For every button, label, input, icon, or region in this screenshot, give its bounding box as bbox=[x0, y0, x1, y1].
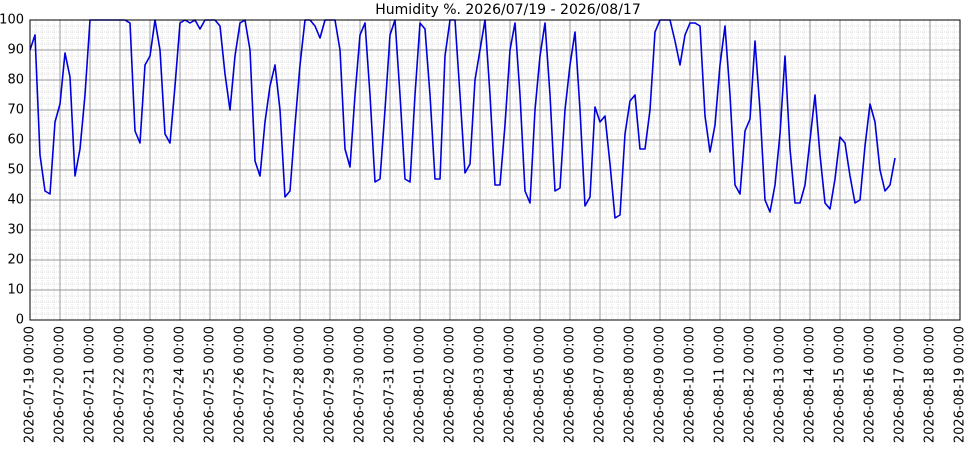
y-tick-label: 10 bbox=[7, 283, 24, 298]
y-tick-label: 40 bbox=[7, 193, 24, 208]
y-tick-label: 30 bbox=[7, 223, 24, 238]
x-tick-label: 2026-08-16 00:00 bbox=[863, 326, 878, 443]
chart-title: Humidity %. 2026/07/19 - 2026/08/17 bbox=[375, 2, 640, 18]
y-tick-label: 60 bbox=[7, 133, 24, 148]
y-tick-label: 50 bbox=[7, 163, 24, 178]
x-tick-label: 2026-08-09 00:00 bbox=[653, 326, 668, 443]
x-tick-label: 2026-08-05 00:00 bbox=[533, 326, 548, 443]
x-tick-label: 2026-07-26 00:00 bbox=[233, 326, 248, 443]
x-tick-label: 2026-08-02 00:00 bbox=[443, 326, 458, 443]
x-tick-label: 2026-07-19 00:00 bbox=[23, 326, 38, 443]
y-tick-label: 80 bbox=[7, 73, 24, 88]
x-tick-label: 2026-07-20 00:00 bbox=[53, 326, 68, 443]
plot-frame bbox=[29, 19, 961, 321]
x-tick-label: 2026-08-08 00:00 bbox=[623, 326, 638, 443]
x-tick-label: 2026-07-22 00:00 bbox=[113, 326, 128, 443]
x-tick-label: 2026-08-07 00:00 bbox=[593, 326, 608, 443]
plot bbox=[29, 19, 896, 219]
x-tick-label: 2026-07-21 00:00 bbox=[83, 326, 98, 443]
x-tick-label: 2026-08-14 00:00 bbox=[803, 326, 818, 443]
x-tick-label: 2026-08-13 00:00 bbox=[773, 326, 788, 443]
x-tick-label: 2026-08-19 00:00 bbox=[953, 326, 968, 443]
x-tick-label: 2026-07-29 00:00 bbox=[323, 326, 338, 443]
x-tick-label: 2026-08-06 00:00 bbox=[563, 326, 578, 443]
y-tick-label: 70 bbox=[7, 103, 24, 118]
y-tick-label: 100 bbox=[0, 13, 24, 28]
x-tick-label: 2026-07-31 00:00 bbox=[383, 326, 398, 443]
x-tick-label: 2026-08-12 00:00 bbox=[743, 326, 758, 443]
x-tick-label: 2026-08-18 00:00 bbox=[923, 326, 938, 443]
x-tick-label: 2026-08-03 00:00 bbox=[473, 326, 488, 443]
x-tick-label: 2026-08-15 00:00 bbox=[833, 326, 848, 443]
y-tick-label: 20 bbox=[7, 253, 24, 268]
x-tick-label: 2026-07-23 00:00 bbox=[143, 326, 158, 443]
x-tick-label: 2026-08-04 00:00 bbox=[503, 326, 518, 443]
y-tick-label: 90 bbox=[7, 43, 24, 58]
x-tick-label: 2026-07-27 00:00 bbox=[263, 326, 278, 443]
x-tick-label: 2026-08-10 00:00 bbox=[683, 326, 698, 443]
x-tick-label: 2026-07-28 00:00 bbox=[293, 326, 308, 443]
x-tick-label: 2026-08-17 00:00 bbox=[893, 326, 908, 443]
x-tick-label: 2026-07-24 00:00 bbox=[173, 326, 188, 443]
x-tick-label: 2026-08-01 00:00 bbox=[413, 326, 428, 443]
x-tick-label: 2026-07-30 00:00 bbox=[353, 326, 368, 443]
x-tick-label: 2026-08-11 00:00 bbox=[713, 326, 728, 443]
x-tick-label: 2026-07-25 00:00 bbox=[203, 326, 218, 443]
y-tick-label: 0 bbox=[16, 313, 24, 328]
data-line bbox=[29, 19, 896, 219]
